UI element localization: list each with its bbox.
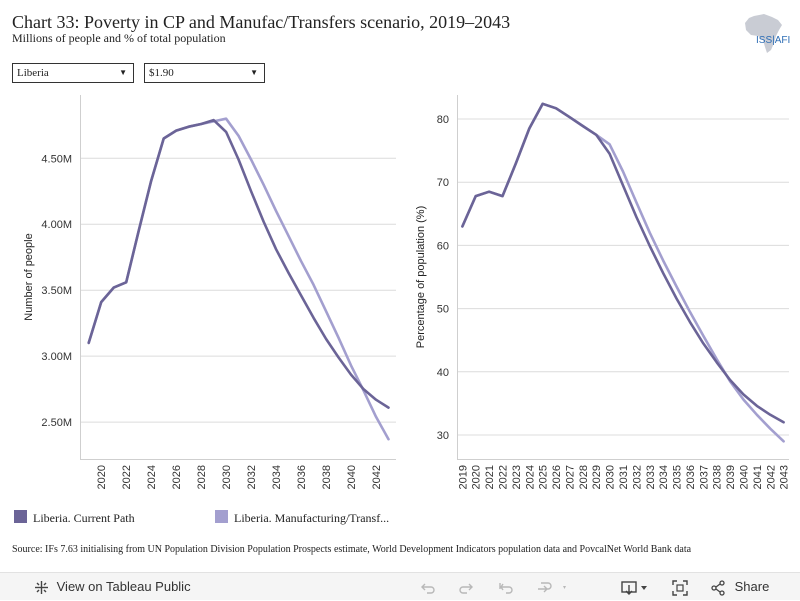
logo-text: ISS|AFI — [756, 35, 790, 46]
x-tick-label: 2036 — [296, 465, 308, 489]
x-tick-label: 2019 — [457, 465, 469, 489]
series-line-current-path[interactable] — [87, 118, 390, 409]
x-tick-label: 2022 — [121, 465, 133, 489]
dropdown-arrow-icon: ▼ — [119, 68, 127, 77]
y-tick-label: 80 — [437, 114, 449, 126]
fullscreen-button[interactable] — [672, 573, 688, 601]
legend-item-current-path[interactable]: Liberia. Current Path — [14, 510, 135, 526]
x-tick-label: 2023 — [511, 465, 523, 489]
x-tick-label: 2024 — [146, 465, 158, 489]
legend-item-manufacturing[interactable]: Liberia. Manufacturing/Transf... — [215, 510, 389, 526]
x-tick-label: 2031 — [618, 465, 630, 489]
share-icon — [711, 579, 725, 596]
x-tick-label: 2026 — [171, 465, 183, 489]
chart-title: Chart 33: Poverty in CP and Manufac/Tran… — [12, 12, 511, 32]
x-tick-label: 2042 — [371, 465, 383, 489]
dropdown-arrow-icon: ▼ — [250, 68, 258, 77]
y-tick-label: 3.00M — [41, 351, 72, 363]
x-tick-label: 2030 — [605, 465, 617, 489]
fullscreen-icon — [672, 579, 688, 596]
view-on-tableau-label: View on Tableau Public — [56, 579, 191, 594]
series-line-manufacturing[interactable] — [461, 102, 785, 443]
view-on-tableau-button[interactable]: View on Tableau Public — [34, 573, 191, 601]
x-tick-label: 2029 — [591, 465, 603, 489]
y-axis-title: Percentage of population (%) — [415, 206, 427, 348]
x-tick-label: 2028 — [578, 465, 590, 489]
legend-label: Liberia. Current Path — [33, 511, 135, 525]
x-tick-label: 2025 — [538, 465, 550, 489]
y-axis-title: Number of people — [23, 233, 35, 320]
tableau-toolbar: View on Tableau Public Share — [0, 572, 800, 600]
revert-button[interactable] — [498, 573, 514, 601]
download-icon — [621, 580, 647, 595]
y-tick-label: 40 — [437, 367, 449, 379]
refresh-button[interactable] — [535, 573, 569, 601]
x-tick-label: 2033 — [645, 465, 657, 489]
y-tick-label: 50 — [437, 304, 449, 316]
country-select-value: Liberia — [17, 67, 49, 79]
x-tick-label: 2026 — [551, 465, 563, 489]
download-button[interactable] — [620, 573, 650, 601]
x-tick-label: 2039 — [725, 465, 737, 489]
source-note: Source: IFs 7.63 initialising from UN Po… — [12, 544, 692, 555]
x-tick-label: 2032 — [631, 465, 643, 489]
x-tick-label: 2043 — [779, 465, 791, 489]
x-tick-label: 2042 — [765, 465, 777, 489]
x-tick-label: 2036 — [685, 465, 697, 489]
x-tick-label: 2028 — [196, 465, 208, 489]
x-tick-label: 2030 — [221, 465, 233, 489]
x-tick-label: 2020 — [471, 465, 483, 489]
x-tick-label: 2022 — [498, 465, 510, 489]
x-tick-label: 2034 — [271, 465, 283, 489]
share-label: Share — [734, 579, 770, 594]
y-tick-label: 30 — [437, 430, 449, 442]
poverty-line-select[interactable]: $1.90 ▼ — [144, 63, 265, 83]
series-line-current-path[interactable] — [461, 102, 785, 424]
x-tick-label: 2041 — [752, 465, 764, 489]
y-tick-label: 2.50M — [41, 417, 72, 429]
y-tick-label: 60 — [437, 240, 449, 252]
legend-swatch — [215, 510, 228, 523]
country-select[interactable]: Liberia ▼ — [12, 63, 134, 83]
undo-button[interactable] — [420, 573, 436, 601]
x-tick-label: 2032 — [246, 465, 258, 489]
x-tick-label: 2024 — [524, 465, 536, 489]
y-tick-label: 70 — [437, 177, 449, 189]
poverty-line-select-value: $1.90 — [149, 67, 174, 79]
redo-button[interactable] — [458, 573, 474, 601]
x-tick-label: 2038 — [321, 465, 333, 489]
x-tick-label: 2034 — [658, 465, 670, 489]
x-tick-label: 2027 — [564, 465, 576, 489]
undo-icon — [421, 583, 435, 594]
y-tick-label: 4.50M — [41, 153, 72, 165]
x-tick-label: 2040 — [346, 465, 358, 489]
x-tick-label: 2020 — [96, 465, 108, 489]
legend-swatch — [14, 510, 27, 523]
y-tick-label: 4.00M — [41, 219, 72, 231]
chart-subtitle: Millions of people and % of total popula… — [12, 31, 226, 45]
tableau-logo-icon — [35, 581, 48, 595]
redo-icon — [459, 583, 473, 594]
x-tick-label: 2035 — [672, 465, 684, 489]
x-tick-label: 2040 — [738, 465, 750, 489]
people-chart[interactable]: 2.50M 3.00M 3.50M 4.00M 4.50M 2020 2022 2024 202… — [0, 0, 400, 510]
share-button[interactable]: Share — [710, 573, 769, 601]
legend-label: Liberia. Manufacturing/Transf... — [234, 511, 390, 525]
revert-icon — [499, 582, 513, 594]
iss-africa-logo: ISS|AFI — [745, 14, 790, 53]
x-tick-label: 2038 — [712, 465, 724, 489]
y-tick-label: 3.50M — [41, 285, 72, 297]
x-tick-label: 2021 — [484, 465, 496, 489]
x-tick-label: 2037 — [698, 465, 710, 489]
refresh-icon — [538, 581, 566, 593]
